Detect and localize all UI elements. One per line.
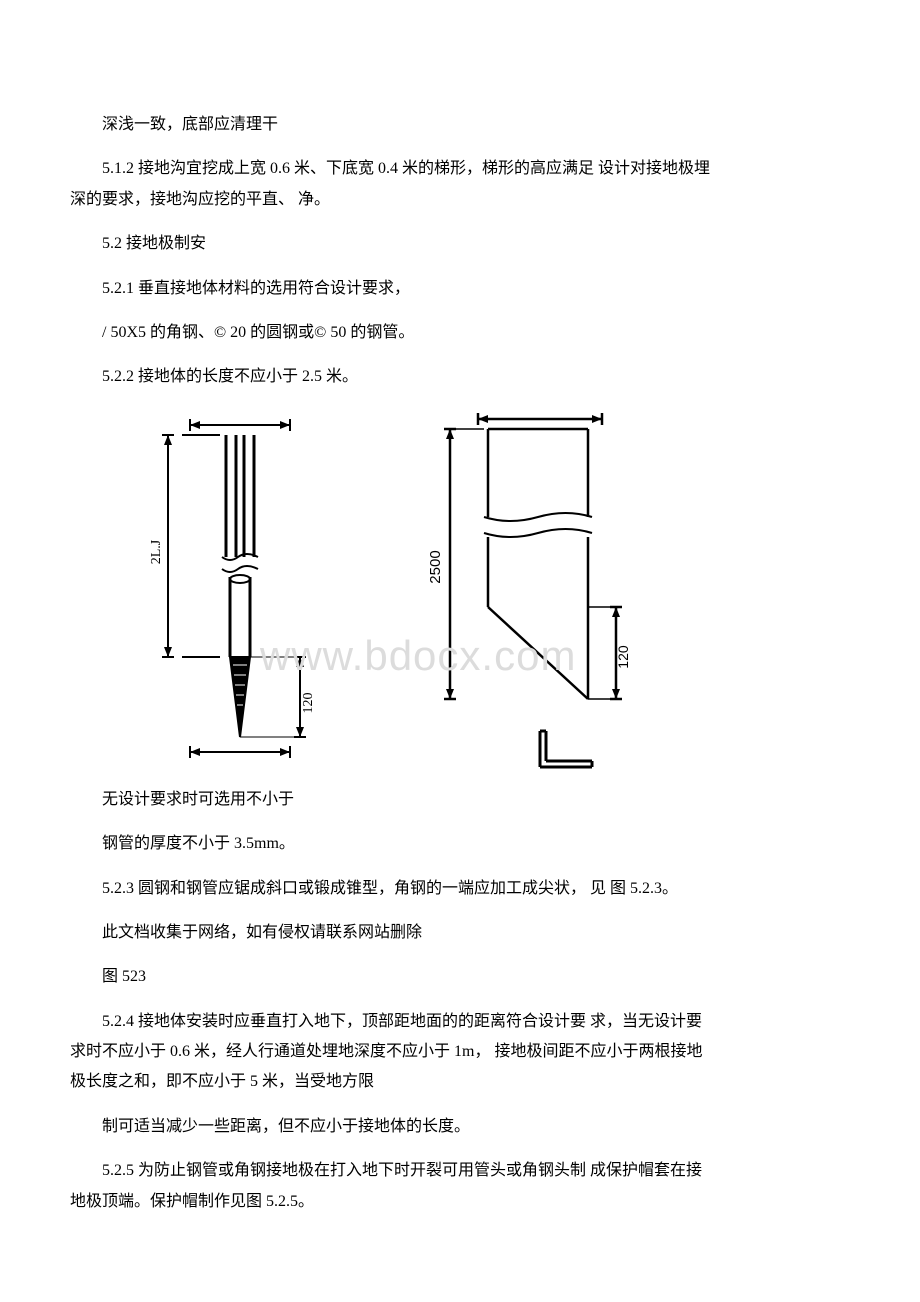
- figure-row: 2L.J: [130, 407, 710, 777]
- dim-label: 120: [301, 692, 316, 713]
- paragraph: 5.2.1 垂直接地体材料的选用符合设计要求，: [70, 274, 710, 304]
- dim-label: 2500: [427, 550, 444, 583]
- paragraph: 5.2 接地极制安: [70, 229, 710, 259]
- paragraph: / 50X5 的角钢、© 20 的圆钢或© 50 的钢管。: [70, 318, 710, 348]
- paragraph: 5.2.2 接地体的长度不应小于 2.5 米。: [70, 362, 710, 392]
- dim-label: 120: [615, 645, 631, 669]
- paragraph: 5.2.4 接地体安装时应垂直打入地下，顶部距地面的的距离符合设计要 求，当无设…: [70, 1007, 710, 1098]
- figure-container: 2L.J: [70, 407, 710, 777]
- paragraph: 钢管的厚度不小于 3.5mm。: [70, 829, 710, 859]
- diagram-angle-steel: 2500: [410, 407, 640, 777]
- paragraph: 5.1.2 接地沟宜挖成上宽 0.6 米、下底宽 0.4 米的梯形，梯形的高应满…: [70, 154, 710, 215]
- paragraph: 制可适当减少一些距离，但不应小于接地体的长度。: [70, 1112, 710, 1142]
- paragraph: 5.2.3 圆钢和钢管应锯成斜口或锻成锥型，角钢的一端应加工成尖状， 见 图 5…: [70, 874, 710, 904]
- paragraph: 深浅一致，底部应清理干: [70, 110, 710, 140]
- paragraph: 无设计要求时可选用不小于: [70, 785, 710, 815]
- paragraph: 此文档收集于网络，如有侵权请联系网站删除: [70, 918, 710, 948]
- paragraph: 图 523: [70, 962, 710, 992]
- paragraph: 5.2.5 为防止钢管或角钢接地极在打入地下时开裂可用管头或角钢头制 成保护帽套…: [70, 1156, 710, 1217]
- document-page: 深浅一致，底部应清理干 5.1.2 接地沟宜挖成上宽 0.6 米、下底宽 0.4…: [0, 0, 780, 1291]
- dim-label: 2L.J: [149, 539, 164, 564]
- diagram-pipe-rod: 2L.J: [130, 407, 340, 777]
